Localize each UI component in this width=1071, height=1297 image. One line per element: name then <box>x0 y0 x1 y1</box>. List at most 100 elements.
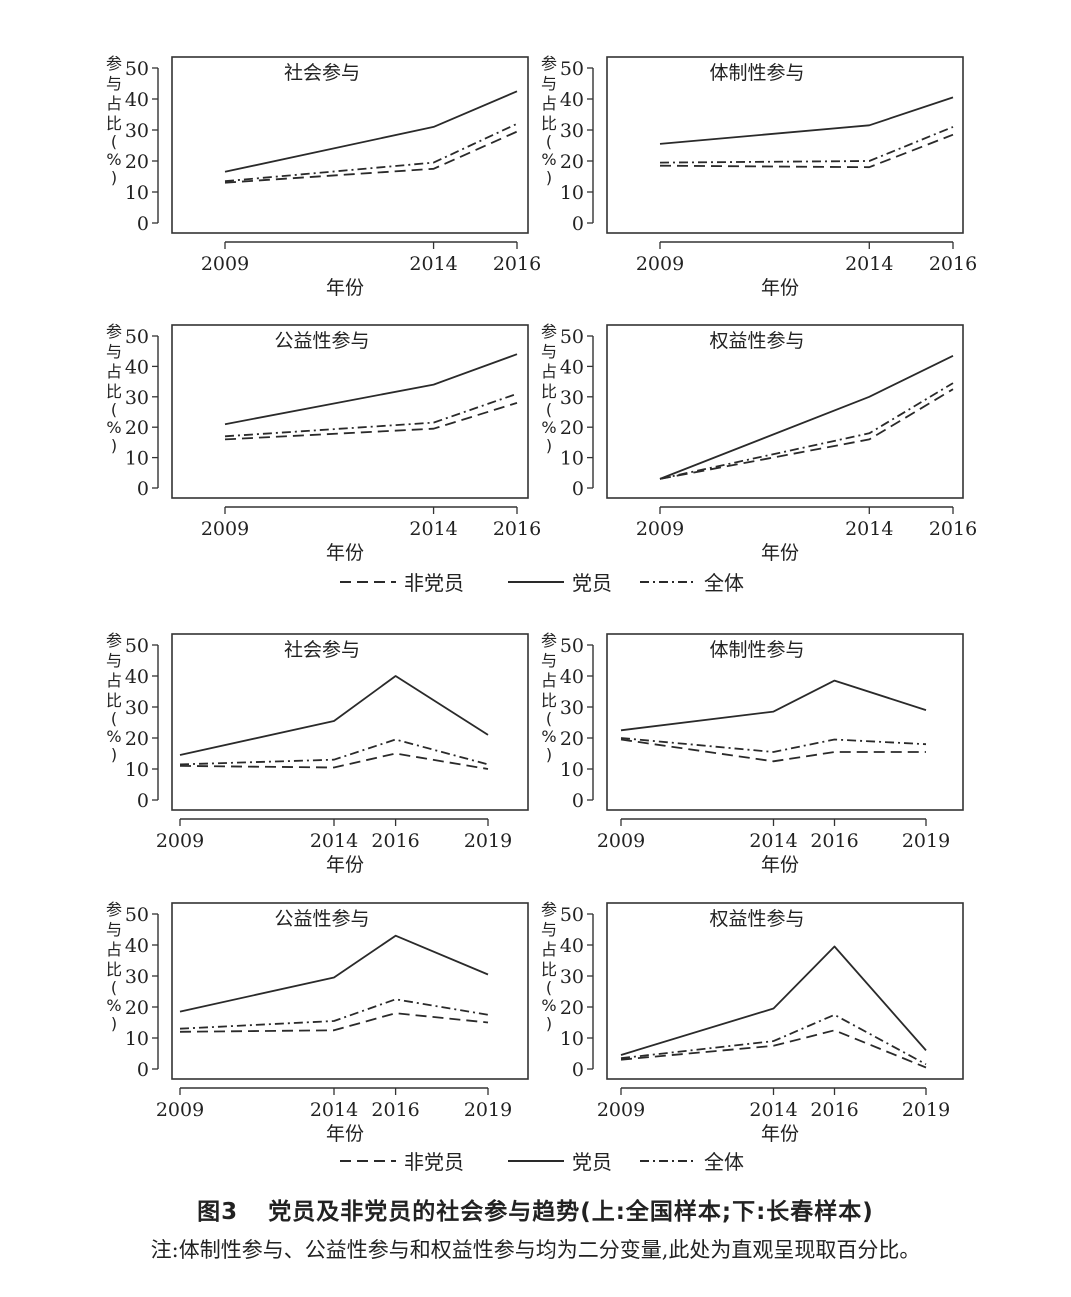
y-tick-label: 30 <box>125 120 149 142</box>
series-line-dashed <box>620 738 926 763</box>
series-line-dashdot <box>659 382 954 480</box>
x-tick-label: 2016 <box>371 1099 419 1121</box>
series-line-dashdot <box>659 126 954 164</box>
plot-frame <box>606 902 964 1080</box>
chart-title: 公益性参与 <box>274 908 369 930</box>
y-tick-label: 40 <box>560 89 584 111</box>
x-tick-label: 2014 <box>845 518 893 540</box>
figure-title: 党员及非党员的社会参与趋势(上:全国样本;下:长春样本) <box>268 1199 874 1225</box>
chart-title: 权益性参与 <box>709 330 804 352</box>
y-tick-label: 10 <box>560 1028 584 1050</box>
y-tick-label: 50 <box>560 635 584 657</box>
series-line-solid <box>620 679 927 732</box>
series-line-solid <box>659 96 954 145</box>
y-tick-label: 50 <box>560 326 584 348</box>
x-tick-label: 2019 <box>464 830 512 852</box>
x-tick-label: 2019 <box>464 1099 512 1121</box>
series-line-solid <box>659 354 954 480</box>
y-tick-label: 10 <box>125 448 149 470</box>
chart-title: 社会参与 <box>284 62 360 84</box>
series-line-dashed <box>224 130 518 184</box>
y-tick-label: 40 <box>560 356 584 378</box>
y-tick-label: 40 <box>560 666 584 688</box>
y-tick-label: 40 <box>560 935 584 957</box>
x-tick-label: 2016 <box>929 253 977 275</box>
x-tick-label: 2009 <box>636 518 684 540</box>
plot-frame <box>606 633 964 811</box>
x-axis-label: 年份 <box>761 542 799 564</box>
y-tick-label: 20 <box>125 417 149 439</box>
y-tick-label: 20 <box>125 997 149 1019</box>
x-axis-label: 年份 <box>761 277 799 299</box>
y-tick-label: 0 <box>137 213 149 235</box>
y-tick-label: 40 <box>125 935 149 957</box>
series-line-dashed <box>179 752 489 770</box>
y-tick-label: 10 <box>560 182 584 204</box>
plot-frame <box>171 902 529 1080</box>
chart-title: 社会参与 <box>284 639 360 661</box>
y-axis-label: 参与占比(%) <box>541 900 557 1033</box>
legend-label: 非党员 <box>404 571 464 595</box>
y-tick-label: 30 <box>560 697 584 719</box>
y-tick-label: 30 <box>560 966 584 988</box>
y-tick-label: 0 <box>137 790 149 812</box>
chart-title: 体制性参与 <box>709 62 804 84</box>
y-tick-label: 30 <box>125 966 149 988</box>
y-tick-label: 0 <box>572 1059 584 1081</box>
series-line-dashed <box>659 388 954 480</box>
chart-title: 体制性参与 <box>709 639 804 661</box>
legend-1: 非党员 党员 全体 <box>340 571 744 595</box>
y-axis-label: 参与占比(%) <box>541 322 557 455</box>
series-line-dashed <box>659 133 954 169</box>
series-line-solid <box>179 934 489 1013</box>
y-tick-label: 0 <box>572 790 584 812</box>
y-tick-label: 20 <box>560 151 584 173</box>
x-tick-label: 2014 <box>749 1099 797 1121</box>
series-line-dashdot <box>179 998 489 1030</box>
y-axis-label: 参与占比(%) <box>106 900 122 1033</box>
series-line-dashdot <box>224 392 518 438</box>
figure-caption: 图3 党员及非党员的社会参与趋势(上:全国样本;下:长春样本) <box>0 1192 1071 1226</box>
y-tick-label: 0 <box>137 478 149 500</box>
series-line-solid <box>224 90 518 173</box>
plot-frame <box>171 633 529 811</box>
y-tick-label: 40 <box>125 356 149 378</box>
series-line-solid <box>224 353 518 426</box>
y-tick-label: 10 <box>125 182 149 204</box>
x-tick-label: 2019 <box>902 830 950 852</box>
plot-frame <box>606 324 964 499</box>
figure-number: 图3 <box>197 1199 239 1225</box>
y-tick-label: 30 <box>560 387 584 409</box>
y-tick-label: 50 <box>125 904 149 926</box>
x-axis-label: 年份 <box>326 854 364 876</box>
y-tick-label: 50 <box>560 904 584 926</box>
y-tick-label: 10 <box>560 448 584 470</box>
x-axis-label: 年份 <box>326 277 364 299</box>
y-axis-label: 参与占比(%) <box>106 54 122 187</box>
plot-frame <box>171 324 529 499</box>
x-tick-label: 2009 <box>636 253 684 275</box>
y-tick-label: 0 <box>137 1059 149 1081</box>
series-line-dashed <box>224 402 518 441</box>
series-line-dashed <box>620 1029 927 1069</box>
y-axis-label: 参与占比(%) <box>106 322 122 455</box>
y-tick-label: 50 <box>125 58 149 80</box>
y-tick-label: 20 <box>560 997 584 1019</box>
plot-frame <box>171 56 529 234</box>
x-tick-label: 2009 <box>597 830 645 852</box>
legend-label: 党员 <box>572 1150 612 1174</box>
chart-title: 公益性参与 <box>274 330 369 352</box>
x-tick-label: 2016 <box>493 518 541 540</box>
y-tick-label: 20 <box>125 151 149 173</box>
x-tick-label: 2014 <box>409 253 457 275</box>
x-tick-label: 2016 <box>929 518 977 540</box>
legend-label: 全体 <box>704 571 744 595</box>
legend-label: 党员 <box>572 571 612 595</box>
x-tick-label: 2014 <box>749 830 797 852</box>
